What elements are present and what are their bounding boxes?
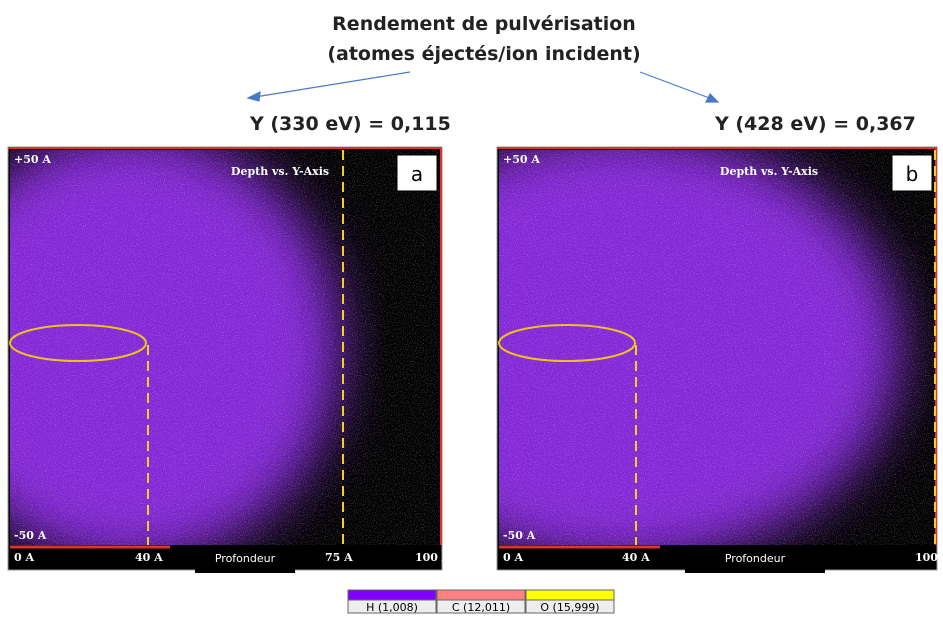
plot-title: Depth vs. Y-Axis — [720, 165, 818, 178]
x-label: 40 A — [622, 551, 650, 564]
legend-label: O (15,999) — [540, 601, 599, 614]
legend-cell — [347, 599, 437, 614]
x-axis-label: Profondeur — [215, 552, 276, 565]
legend-cell — [525, 599, 615, 614]
cloud — [10, 150, 440, 545]
y-top-label: +50 A — [14, 153, 51, 166]
x-label: 100 A — [915, 551, 943, 564]
x-label: 0 A — [14, 551, 34, 564]
panel-letter: b — [906, 162, 919, 186]
y-bottom-label: -50 A — [14, 529, 47, 542]
cloud-speckle — [499, 150, 935, 545]
axis-label-bg — [195, 547, 295, 573]
legend-label: H (1,008) — [366, 601, 418, 614]
legend-swatch — [347, 589, 437, 601]
title-line: (atomes éjectés/ion incident) — [327, 43, 640, 65]
legend-cell — [436, 599, 526, 614]
arrows — [246, 71, 720, 103]
legend-swatch — [525, 589, 615, 601]
axis-label-bg — [685, 547, 825, 573]
yield-label: Y (428 eV) = 0,367 — [714, 113, 916, 135]
legend-label: C (12,011) — [452, 601, 510, 614]
plot-title: Depth vs. Y-Axis — [231, 165, 329, 178]
x-label: 75 A — [325, 551, 353, 564]
x-label: 100 A — [415, 551, 451, 564]
x-label: 0 A — [503, 551, 523, 564]
cloud-speckle — [10, 150, 440, 545]
y-bottom-label: -50 A — [503, 529, 536, 542]
x-axis-label: Profondeur — [725, 552, 786, 565]
panel-letter: a — [411, 162, 423, 186]
letter-box — [396, 154, 438, 192]
x-label: 40 A — [135, 551, 163, 564]
cloud — [499, 150, 935, 545]
highlight — [9, 324, 147, 362]
letter-box — [891, 154, 933, 192]
yield-label: Y (330 eV) = 0,115 — [249, 113, 451, 135]
highlight — [498, 324, 636, 362]
legend-swatch — [436, 589, 526, 601]
title-line: Rendement de pulvérisation — [332, 13, 636, 35]
y-top-label: +50 A — [503, 153, 540, 166]
